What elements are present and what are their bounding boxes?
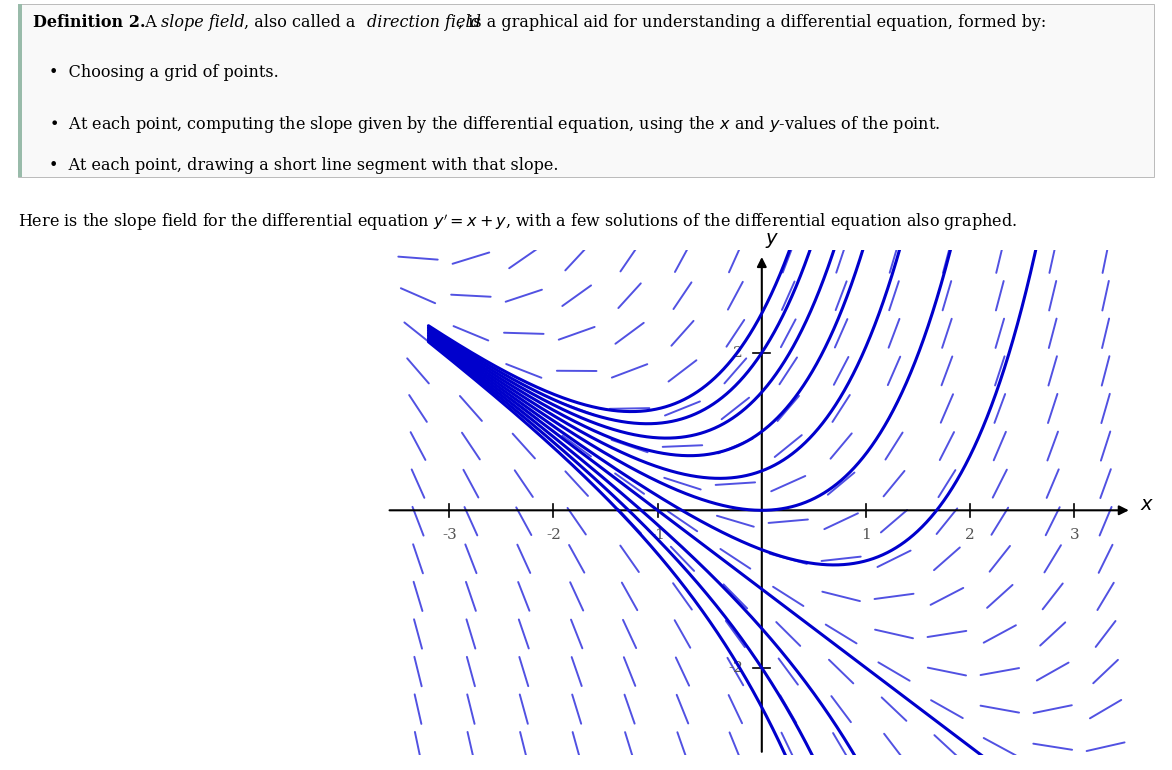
Text: •  At each point, computing the slope given by the differential equation, using : • At each point, computing the slope giv… [49, 114, 940, 135]
Text: -3: -3 [442, 528, 457, 542]
Text: 2: 2 [966, 528, 975, 542]
Text: 3: 3 [1070, 528, 1079, 542]
Bar [18, 4, 22, 177]
Text: -2: -2 [728, 661, 743, 675]
Text: $y$: $y$ [765, 231, 779, 250]
Text: •  Choosing a grid of points.: • Choosing a grid of points. [49, 64, 279, 81]
Text: 2: 2 [734, 346, 743, 360]
Text: direction field: direction field [367, 14, 481, 31]
Text: -2: -2 [546, 528, 561, 542]
Text: $x$: $x$ [1140, 496, 1154, 514]
Text: -1: -1 [650, 528, 665, 542]
Text: Here is the slope field for the differential equation $y' = x + y$, with a few s: Here is the slope field for the differen… [18, 212, 1016, 233]
Text: •  At each point, drawing a short line segment with that slope.: • At each point, drawing a short line se… [49, 158, 559, 175]
Text: , is a graphical aid for understanding a differential equation, formed by:: , is a graphical aid for understanding a… [458, 14, 1047, 31]
Text: Definition 2.: Definition 2. [33, 14, 145, 31]
Text: slope field: slope field [161, 14, 244, 31]
FancyBboxPatch shape [18, 4, 1154, 177]
Text: A: A [135, 14, 162, 31]
Text: 1: 1 [861, 528, 871, 542]
Text: , also called a: , also called a [244, 14, 360, 31]
